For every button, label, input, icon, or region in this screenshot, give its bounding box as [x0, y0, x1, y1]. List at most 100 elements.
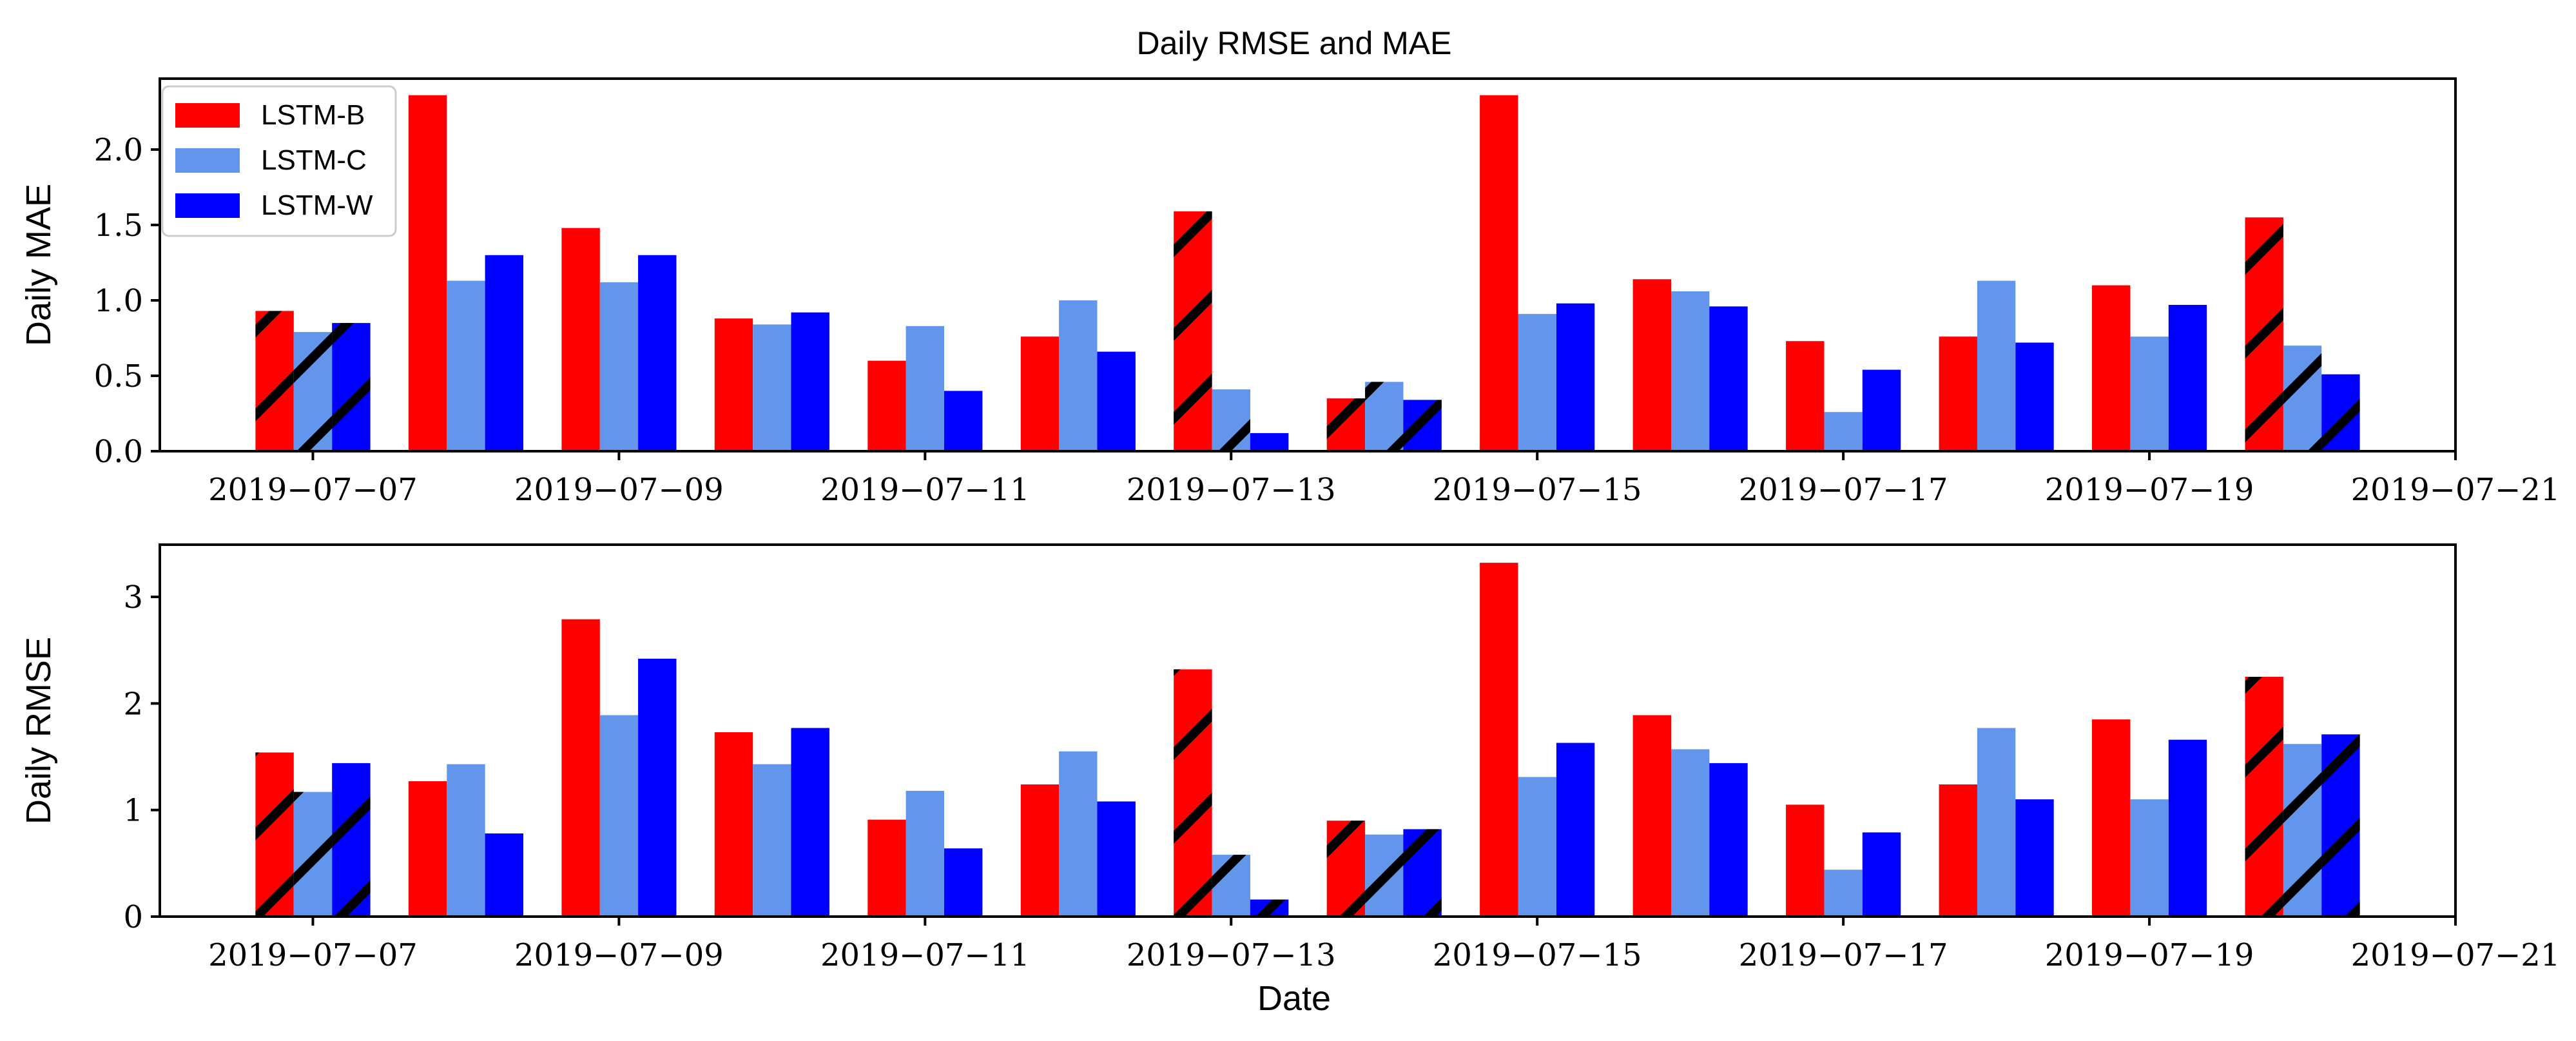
- bar-lstm-b-2019-07-15: [1480, 95, 1518, 451]
- bar-lstm-w-2019-07-17: [1862, 369, 1901, 451]
- bar-lstm-b-2019-07-17: [1786, 341, 1825, 451]
- bar-lstm-c-2019-07-08: [447, 280, 485, 451]
- mae-ytick-label: 0.5: [94, 358, 143, 394]
- bar-lstm-w-2019-07-11: [944, 848, 983, 917]
- rmse-ytick-label: 3: [123, 579, 143, 616]
- bar-lstm-w-2019-07-11: [944, 391, 983, 451]
- bar-hatch-lstm-w-2019-07-07: [332, 763, 371, 917]
- bar-lstm-w-2019-07-15: [1556, 743, 1595, 917]
- rmse-xtick-label: 2019−07−13: [1127, 937, 1336, 973]
- bar-lstm-w-2019-07-10: [791, 728, 829, 917]
- bar-lstm-b-2019-07-17: [1786, 804, 1825, 917]
- mae-xtick-label: 2019−07−21: [2351, 472, 2561, 508]
- rmse-xtick-label: 2019−07−19: [2045, 937, 2254, 973]
- bar-lstm-c-2019-07-16: [1671, 749, 1710, 917]
- mae-xtick-label: 2019−07−19: [2045, 472, 2254, 508]
- rmse-ytick-label: 0: [123, 899, 143, 935]
- bar-hatch-lstm-c-2019-07-13: [1212, 855, 1250, 917]
- bar-lstm-w-2019-07-19: [2168, 739, 2207, 917]
- bar-lstm-b-2019-07-18: [1939, 336, 1977, 451]
- bar-lstm-b-2019-07-15: [1480, 563, 1518, 917]
- bar-lstm-c-2019-07-16: [1671, 291, 1710, 451]
- bar-hatch-lstm-c-2019-07-07: [293, 792, 333, 917]
- bar-lstm-c-2019-07-10: [753, 324, 791, 451]
- bar-lstm-c-2019-07-12: [1059, 300, 1098, 451]
- rmse-ytick-label: 1: [123, 793, 143, 829]
- bar-hatch-lstm-w-2019-07-20: [2321, 374, 2360, 451]
- rmse-xtick-label: 2019−07−09: [514, 937, 724, 973]
- bar-lstm-w-2019-07-09: [638, 255, 677, 451]
- rmse-ytick-label: 2: [123, 686, 143, 722]
- rmse-xtick-label: 2019−07−21: [2351, 937, 2561, 973]
- bar-lstm-c-2019-07-15: [1518, 777, 1556, 917]
- bar-lstm-w-2019-07-10: [791, 312, 829, 451]
- bar-hatch-lstm-b-2019-07-13: [1174, 211, 1212, 451]
- mae-xtick-label: 2019−07−17: [1739, 472, 1948, 508]
- bar-hatch-lstm-b-2019-07-07: [255, 752, 294, 917]
- bar-hatch-lstm-c-2019-07-07: [293, 332, 333, 451]
- bar-hatch-lstm-b-2019-07-20: [2245, 217, 2283, 451]
- bar-lstm-b-2019-07-08: [408, 95, 447, 451]
- bar-lstm-b-2019-07-12: [1020, 336, 1060, 451]
- bar-lstm-w-2019-07-15: [1556, 303, 1595, 451]
- bar-lstm-b-2019-07-09: [561, 228, 600, 451]
- rmse-y-axis-label: Daily RMSE: [19, 637, 58, 824]
- legend-swatch-lstm-c: [175, 148, 240, 173]
- mae-axes-frame: [159, 77, 2457, 452]
- bar-lstm-w-2019-07-19: [2168, 305, 2207, 451]
- bar-lstm-w-2019-07-16: [1709, 763, 1748, 917]
- mae-xtick-label: 2019−07−13: [1127, 472, 1336, 508]
- bar-hatch-lstm-w-2019-07-07: [332, 323, 371, 451]
- bar-lstm-w-2019-07-09: [638, 658, 677, 917]
- rmse-xtick-label: 2019−07−07: [208, 937, 418, 973]
- rmse-panel: 0 1 2 3 2019−07−07 2019−07−09 2019−07−11 2019−0…: [19, 543, 2561, 973]
- bar-lstm-c-2019-07-10: [753, 764, 791, 917]
- bar-lstm-b-2019-07-18: [1939, 784, 1977, 917]
- bar-lstm-b-2019-07-10: [714, 318, 753, 451]
- bar-lstm-b-2019-07-19: [2092, 285, 2131, 451]
- legend: LSTM-B LSTM-C LSTM-W: [161, 85, 397, 237]
- bar-lstm-b-2019-07-11: [867, 819, 906, 917]
- bar-lstm-b-2019-07-08: [408, 781, 447, 917]
- bar-lstm-c-2019-07-19: [2130, 336, 2169, 451]
- mae-xtick-label: 2019−07−07: [208, 472, 418, 508]
- bar-hatch-lstm-w-2019-07-13: [1250, 899, 1289, 917]
- bar-lstm-c-2019-07-17: [1824, 412, 1863, 451]
- bar-lstm-c-2019-07-11: [905, 326, 944, 451]
- bar-lstm-w-2019-07-16: [1709, 306, 1748, 451]
- bar-lstm-w-2019-07-08: [485, 833, 523, 917]
- bar-lstm-c-2019-07-17: [1824, 870, 1863, 917]
- rmse-xtick-label: 2019−07−11: [820, 937, 1030, 973]
- bar-lstm-c-2019-07-12: [1059, 751, 1098, 917]
- bar-hatch-lstm-w-2019-07-14: [1403, 829, 1442, 917]
- chart-title: Daily RMSE and MAE: [1136, 25, 1451, 61]
- bar-lstm-c-2019-07-15: [1518, 314, 1556, 451]
- bar-hatch-lstm-w-2019-07-13: [1250, 433, 1289, 451]
- bar-lstm-b-2019-07-09: [561, 619, 600, 917]
- bar-lstm-w-2019-07-17: [1862, 832, 1901, 917]
- mae-xtick-label: 2019−07−09: [514, 472, 724, 508]
- mae-y-axis-label: Daily MAE: [19, 184, 58, 346]
- mae-ytick-label: 1.0: [94, 283, 143, 319]
- bar-lstm-b-2019-07-10: [714, 732, 753, 917]
- bar-lstm-c-2019-07-18: [1977, 728, 2016, 917]
- bar-hatch-lstm-c-2019-07-20: [2283, 345, 2322, 451]
- bar-hatch-lstm-c-2019-07-14: [1365, 382, 1404, 451]
- bar-lstm-w-2019-07-08: [485, 255, 523, 451]
- bar-hatch-lstm-b-2019-07-20: [2245, 677, 2283, 917]
- bar-hatch-lstm-b-2019-07-07: [255, 311, 294, 451]
- bar-hatch-lstm-w-2019-07-20: [2321, 734, 2360, 917]
- mae-ytick-label: 2.0: [94, 132, 143, 168]
- bar-lstm-b-2019-07-11: [867, 360, 906, 451]
- bar-hatch-lstm-w-2019-07-14: [1403, 400, 1442, 451]
- bar-lstm-c-2019-07-09: [599, 715, 639, 917]
- legend-label-lstm-w: LSTM-W: [261, 190, 373, 221]
- bar-lstm-b-2019-07-16: [1632, 715, 1671, 917]
- bar-lstm-c-2019-07-09: [599, 282, 639, 451]
- bar-lstm-w-2019-07-18: [2015, 342, 2054, 451]
- mae-ytick-label: 0.0: [94, 434, 143, 470]
- bar-hatch-lstm-c-2019-07-13: [1212, 389, 1250, 451]
- legend-swatch-lstm-w: [175, 193, 240, 218]
- bar-hatch-lstm-b-2019-07-13: [1174, 669, 1212, 917]
